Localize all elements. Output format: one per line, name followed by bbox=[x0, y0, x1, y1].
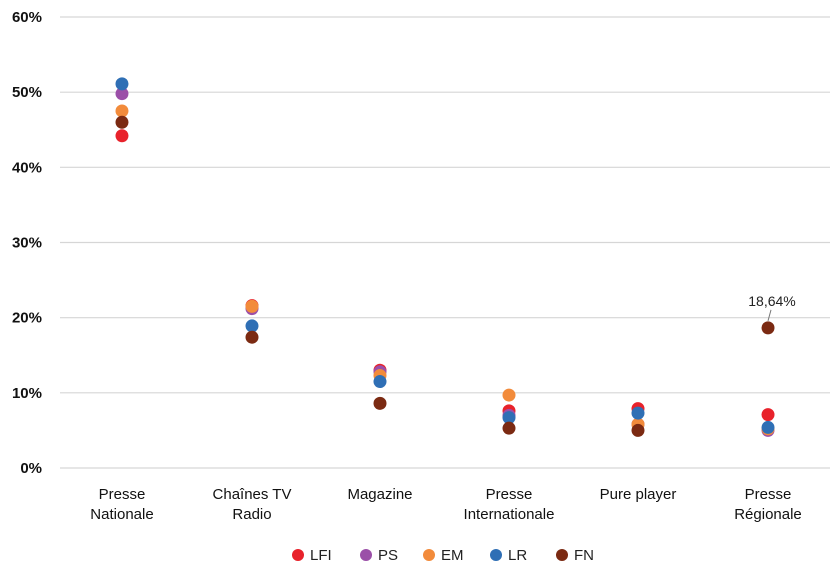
point-fn bbox=[761, 321, 775, 335]
point-lr bbox=[761, 420, 775, 434]
point-fn bbox=[373, 396, 387, 410]
legend-label: LFI bbox=[310, 547, 332, 564]
legend-label: EM bbox=[441, 547, 464, 564]
point-fn bbox=[245, 330, 259, 344]
y-tick-label: 0% bbox=[20, 460, 42, 477]
y-axis: 0% 10% 20% 30% 40% 50% 60% bbox=[12, 9, 42, 477]
legend-marker bbox=[292, 549, 304, 561]
point-fn bbox=[115, 115, 129, 129]
y-tick-label: 30% bbox=[12, 235, 42, 252]
x-tick-label: Nationale bbox=[90, 506, 153, 523]
point-lr bbox=[115, 77, 129, 91]
x-axis: Presse Nationale Chaînes TV Radio Magazine Pr… bbox=[90, 486, 801, 523]
annotation-leader bbox=[767, 309, 772, 322]
point-ps bbox=[115, 87, 129, 101]
annotations: 18,64% bbox=[748, 293, 796, 322]
legend-marker bbox=[360, 549, 372, 561]
x-tick-label: Presse bbox=[486, 486, 533, 503]
legend-label: FN bbox=[574, 547, 594, 564]
x-tick-label: Presse bbox=[745, 486, 792, 503]
legend-marker bbox=[556, 549, 568, 561]
legend-label: LR bbox=[508, 547, 527, 564]
y-tick-label: 40% bbox=[12, 159, 42, 176]
legend-label: PS bbox=[378, 547, 398, 564]
data-label: 18,64% bbox=[748, 293, 795, 309]
x-tick-label: Internationale bbox=[464, 506, 555, 523]
legend-marker bbox=[423, 549, 435, 561]
y-tick-label: 50% bbox=[12, 84, 42, 101]
y-tick-label: 10% bbox=[12, 385, 42, 402]
point-lfi bbox=[115, 129, 129, 143]
point-em bbox=[502, 388, 516, 402]
x-tick-label: Pure player bbox=[600, 486, 677, 503]
point-fn bbox=[502, 421, 516, 435]
gridlines bbox=[60, 16, 830, 469]
point-em bbox=[115, 104, 129, 118]
x-tick-label: Presse bbox=[99, 486, 146, 503]
x-tick-label: Radio bbox=[232, 506, 271, 523]
x-tick-label: Régionale bbox=[734, 506, 802, 523]
x-tick-label: Magazine bbox=[347, 486, 412, 503]
legend: LFI PS EM LR FN bbox=[292, 547, 594, 564]
point-em bbox=[245, 299, 259, 313]
point-lr bbox=[502, 411, 516, 425]
point-lfi bbox=[761, 408, 775, 422]
y-tick-label: 20% bbox=[12, 310, 42, 327]
point-lr bbox=[631, 406, 645, 420]
legend-marker bbox=[490, 549, 502, 561]
data-points bbox=[115, 77, 775, 437]
x-tick-label: Chaînes TV bbox=[213, 486, 292, 503]
y-tick-label: 60% bbox=[12, 9, 42, 26]
point-lr bbox=[245, 319, 259, 333]
point-lr bbox=[373, 375, 387, 389]
point-fn bbox=[631, 423, 645, 437]
